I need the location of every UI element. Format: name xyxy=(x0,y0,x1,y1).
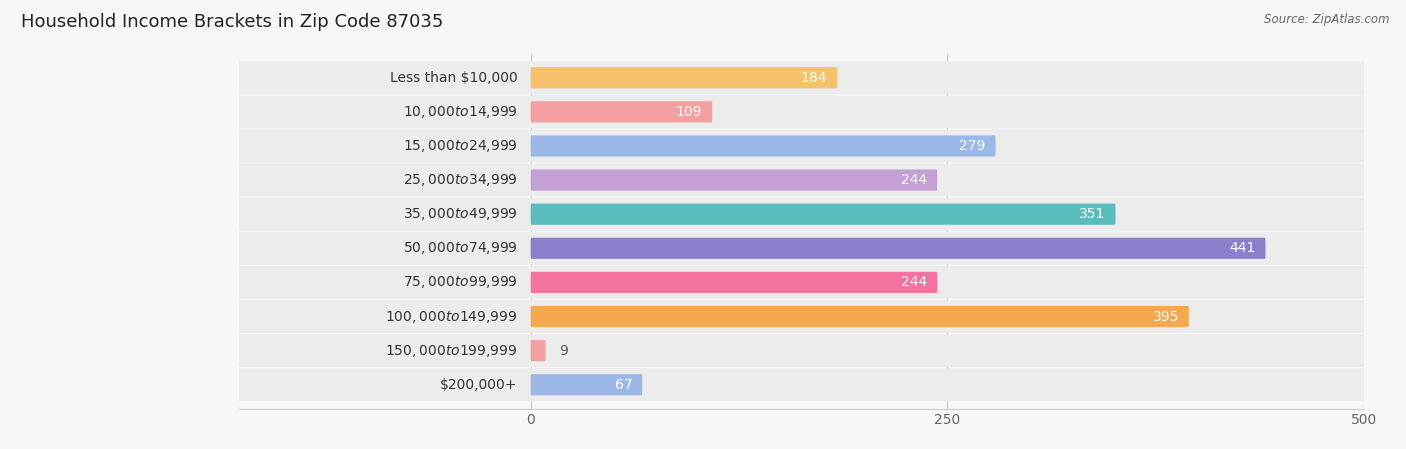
Text: $100,000 to $149,999: $100,000 to $149,999 xyxy=(385,308,517,325)
Text: $75,000 to $99,999: $75,000 to $99,999 xyxy=(402,274,517,291)
Text: 67: 67 xyxy=(614,378,633,392)
FancyBboxPatch shape xyxy=(530,272,938,293)
Text: 184: 184 xyxy=(801,71,827,85)
Text: $10,000 to $14,999: $10,000 to $14,999 xyxy=(402,104,517,120)
Text: 9: 9 xyxy=(560,343,568,357)
FancyBboxPatch shape xyxy=(236,62,1367,94)
Text: $200,000+: $200,000+ xyxy=(440,378,517,392)
FancyBboxPatch shape xyxy=(530,340,546,361)
FancyBboxPatch shape xyxy=(530,136,995,157)
FancyBboxPatch shape xyxy=(236,130,1367,163)
Text: 244: 244 xyxy=(901,275,927,290)
FancyBboxPatch shape xyxy=(530,101,713,123)
FancyBboxPatch shape xyxy=(236,334,1367,367)
FancyBboxPatch shape xyxy=(236,232,1367,264)
FancyBboxPatch shape xyxy=(530,374,643,395)
FancyBboxPatch shape xyxy=(530,170,938,191)
Text: 351: 351 xyxy=(1080,207,1105,221)
FancyBboxPatch shape xyxy=(236,300,1367,333)
FancyBboxPatch shape xyxy=(236,198,1367,230)
Text: Household Income Brackets in Zip Code 87035: Household Income Brackets in Zip Code 87… xyxy=(21,13,443,31)
FancyBboxPatch shape xyxy=(530,306,1189,327)
Text: $150,000 to $199,999: $150,000 to $199,999 xyxy=(385,343,517,359)
FancyBboxPatch shape xyxy=(530,238,1265,259)
Text: 279: 279 xyxy=(959,139,986,153)
FancyBboxPatch shape xyxy=(236,96,1367,128)
FancyBboxPatch shape xyxy=(530,203,1115,225)
Text: $25,000 to $34,999: $25,000 to $34,999 xyxy=(402,172,517,188)
Text: 109: 109 xyxy=(676,105,702,119)
Text: Source: ZipAtlas.com: Source: ZipAtlas.com xyxy=(1264,13,1389,26)
FancyBboxPatch shape xyxy=(530,67,837,88)
Text: $50,000 to $74,999: $50,000 to $74,999 xyxy=(402,240,517,256)
Text: 395: 395 xyxy=(1153,309,1178,323)
FancyBboxPatch shape xyxy=(236,164,1367,197)
Text: 244: 244 xyxy=(901,173,927,187)
Text: $15,000 to $24,999: $15,000 to $24,999 xyxy=(402,138,517,154)
Text: 441: 441 xyxy=(1229,241,1256,255)
Text: $35,000 to $49,999: $35,000 to $49,999 xyxy=(402,206,517,222)
Text: Less than $10,000: Less than $10,000 xyxy=(389,71,517,85)
FancyBboxPatch shape xyxy=(236,368,1367,401)
FancyBboxPatch shape xyxy=(236,266,1367,299)
